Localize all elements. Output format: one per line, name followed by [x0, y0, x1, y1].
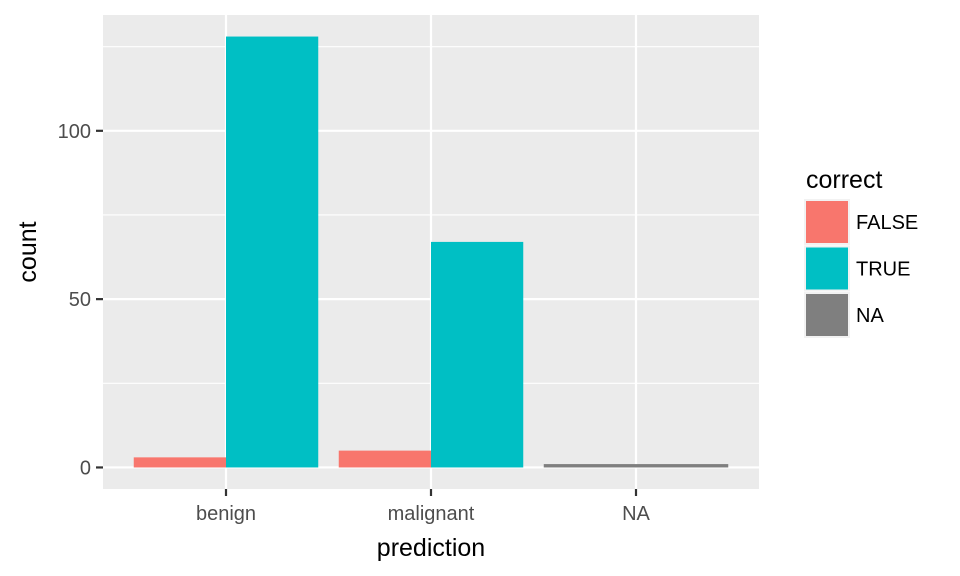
y-tick-label: 0	[80, 457, 91, 479]
bar-malignant-true	[431, 241, 524, 468]
y-tick-label: 100	[58, 121, 91, 143]
bar-na-na	[543, 464, 729, 468]
bar-benign-false	[133, 457, 226, 468]
bar-benign-true	[226, 36, 319, 468]
x-tick-label: malignant	[388, 503, 475, 525]
legend-key-false	[806, 201, 848, 243]
y-axis: 0 50 100	[58, 121, 103, 479]
bar-malignant-false	[338, 450, 431, 468]
legend-key-true	[806, 247, 848, 290]
y-tick-label: 50	[69, 289, 91, 311]
legend-key-na	[806, 294, 848, 336]
legend-label-na: NA	[856, 305, 884, 327]
y-axis-title: count	[14, 221, 42, 282]
x-axis-title: prediction	[377, 534, 485, 562]
legend: correct FALSE TRUE NA	[804, 166, 918, 338]
x-tick-label: benign	[196, 503, 256, 525]
bars	[133, 36, 729, 468]
legend-title: correct	[806, 166, 882, 194]
x-axis: benign malignant NA	[196, 489, 651, 525]
legend-label-false: FALSE	[856, 212, 918, 234]
legend-label-true: TRUE	[856, 259, 910, 281]
x-tick-label: NA	[622, 503, 650, 525]
